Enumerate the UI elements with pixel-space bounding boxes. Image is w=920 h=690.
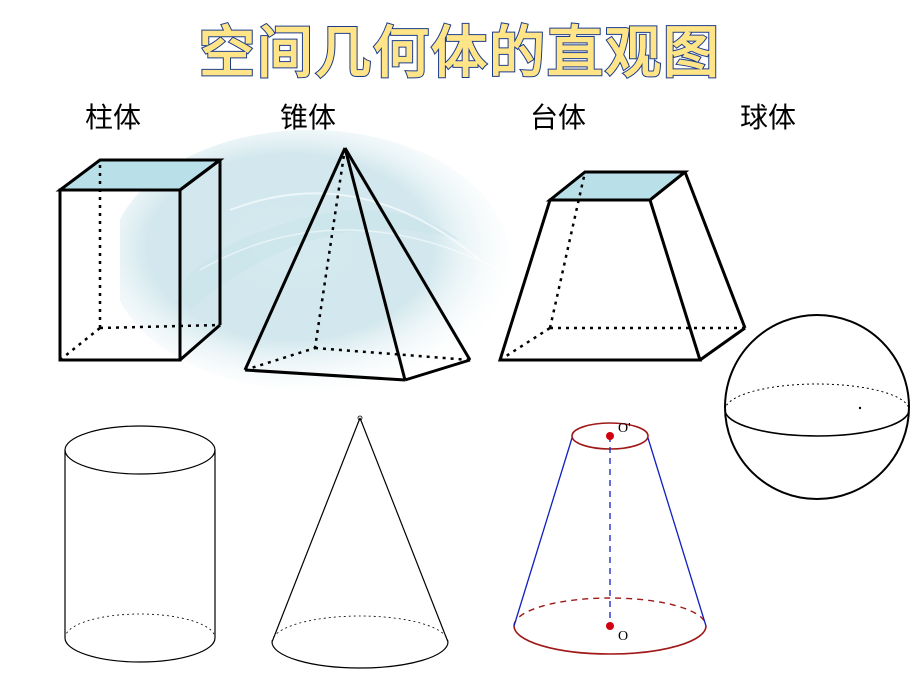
page-title: 空间几何体的直观图: [0, 8, 920, 89]
label-sphere: 球体: [740, 96, 796, 136]
shape-cone-frustum: O' O: [500, 410, 720, 670]
shape-sphere: [720, 310, 915, 505]
frustum-label-bottom: O: [618, 629, 628, 644]
shape-cone: [260, 410, 460, 680]
label-prism: 柱体: [85, 96, 141, 136]
page-title-text: 空间几何体的直观图: [199, 23, 721, 85]
label-cone: 锥体: [280, 96, 336, 136]
shape-frustum-box: [490, 160, 750, 380]
shape-pyramid: [225, 140, 475, 390]
shape-cylinder: [55, 420, 225, 670]
frustum-label-top: O': [618, 421, 631, 436]
label-frustum: 台体: [530, 96, 586, 136]
shape-prism: [40, 150, 230, 380]
